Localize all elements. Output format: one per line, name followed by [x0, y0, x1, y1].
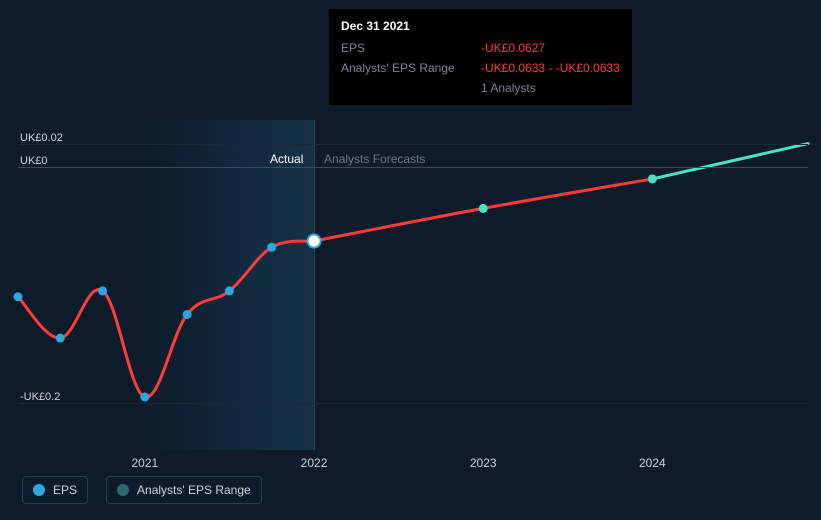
tooltip-row-eps: EPS -UK£0.0627 — [341, 41, 620, 55]
eps-marker[interactable] — [267, 243, 276, 252]
eps-marker[interactable] — [183, 310, 192, 319]
tooltip-value: -UK£0.0627 — [481, 41, 545, 55]
eps-marker[interactable] — [225, 286, 234, 295]
eps-marker-highlight[interactable] — [308, 235, 321, 248]
tooltip-date: Dec 31 2021 — [341, 19, 620, 33]
tooltip-row-range: Analysts' EPS Range -UK£0.0633 - -UK£0.0… — [341, 61, 620, 75]
eps-marker[interactable] — [98, 286, 107, 295]
x-axis-label: 2021 — [132, 456, 159, 470]
y-gridline — [18, 167, 808, 168]
tooltip-label: Analysts' EPS Range — [341, 61, 481, 75]
eps-marker[interactable] — [56, 334, 65, 343]
legend-label: Analysts' EPS Range — [137, 483, 251, 497]
eps-chart-container: Dec 31 2021 EPS -UK£0.0627 Analysts' EPS… — [0, 0, 821, 520]
eps-marker[interactable] — [14, 292, 23, 301]
y-axis-label: UK£0.02 — [20, 132, 63, 144]
x-axis-label: 2022 — [301, 456, 328, 470]
y-gridline — [18, 144, 808, 145]
forecast-marker[interactable] — [479, 204, 488, 213]
legend-item-range[interactable]: Analysts' EPS Range — [106, 476, 262, 504]
eps-line — [18, 241, 314, 397]
y-axis-label: -UK£0.2 — [20, 391, 60, 403]
tooltip-value: -UK£0.0633 - -UK£0.0633 — [481, 61, 620, 75]
legend-swatch-icon — [33, 484, 45, 496]
legend-item-eps[interactable]: EPS — [22, 476, 88, 504]
y-gridline — [18, 403, 808, 404]
legend-label: EPS — [53, 483, 77, 497]
legend-swatch-icon — [117, 484, 129, 496]
x-axis-label: 2023 — [470, 456, 497, 470]
x-axis-label: 2024 — [639, 456, 666, 470]
plot-area[interactable]: Actual Analysts Forecasts UK£0.02UK£0-UK… — [18, 120, 808, 450]
tooltip-label: EPS — [341, 41, 481, 55]
forecast-marker[interactable] — [648, 174, 657, 183]
tooltip-analyst-count: 1 Analysts — [481, 81, 620, 95]
chart-svg — [18, 120, 808, 450]
forecast-line-teal — [652, 144, 808, 179]
eps-marker[interactable] — [140, 392, 149, 401]
chart-legend: EPS Analysts' EPS Range — [22, 476, 262, 504]
chart-tooltip: Dec 31 2021 EPS -UK£0.0627 Analysts' EPS… — [328, 8, 633, 106]
y-axis-label: UK£0 — [20, 155, 48, 167]
